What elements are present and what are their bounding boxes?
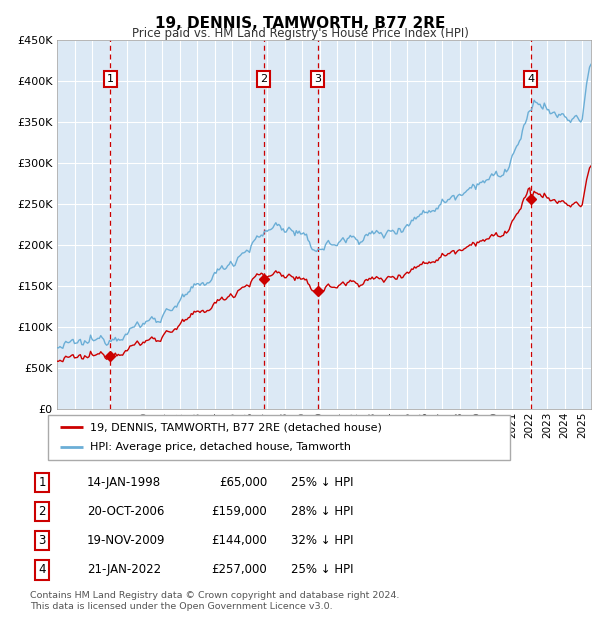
Text: £144,000: £144,000 (211, 534, 267, 547)
Text: 19-NOV-2009: 19-NOV-2009 (87, 534, 166, 547)
Text: 20-OCT-2006: 20-OCT-2006 (87, 505, 164, 518)
Text: 28% ↓ HPI: 28% ↓ HPI (291, 505, 353, 518)
Text: 1: 1 (38, 476, 46, 489)
Text: £159,000: £159,000 (211, 505, 267, 518)
Text: Price paid vs. HM Land Registry's House Price Index (HPI): Price paid vs. HM Land Registry's House … (131, 27, 469, 40)
Text: 1: 1 (107, 74, 114, 84)
Text: 19, DENNIS, TAMWORTH, B77 2RE (detached house): 19, DENNIS, TAMWORTH, B77 2RE (detached … (89, 422, 382, 433)
Text: Contains HM Land Registry data © Crown copyright and database right 2024.: Contains HM Land Registry data © Crown c… (30, 590, 400, 600)
Text: 21-JAN-2022: 21-JAN-2022 (87, 564, 161, 576)
Text: £65,000: £65,000 (219, 476, 267, 489)
Text: This data is licensed under the Open Government Licence v3.0.: This data is licensed under the Open Gov… (30, 601, 332, 611)
Text: 4: 4 (527, 74, 535, 84)
Text: 2: 2 (260, 74, 267, 84)
Text: 25% ↓ HPI: 25% ↓ HPI (291, 564, 353, 576)
Text: 3: 3 (314, 74, 321, 84)
Text: 4: 4 (38, 564, 46, 576)
Text: 3: 3 (38, 534, 46, 547)
Text: 25% ↓ HPI: 25% ↓ HPI (291, 476, 353, 489)
Text: £257,000: £257,000 (211, 564, 267, 576)
Text: 32% ↓ HPI: 32% ↓ HPI (291, 534, 353, 547)
Text: 14-JAN-1998: 14-JAN-1998 (87, 476, 161, 489)
Text: HPI: Average price, detached house, Tamworth: HPI: Average price, detached house, Tamw… (89, 442, 350, 453)
Text: 19, DENNIS, TAMWORTH, B77 2RE: 19, DENNIS, TAMWORTH, B77 2RE (155, 16, 445, 30)
Text: 2: 2 (38, 505, 46, 518)
